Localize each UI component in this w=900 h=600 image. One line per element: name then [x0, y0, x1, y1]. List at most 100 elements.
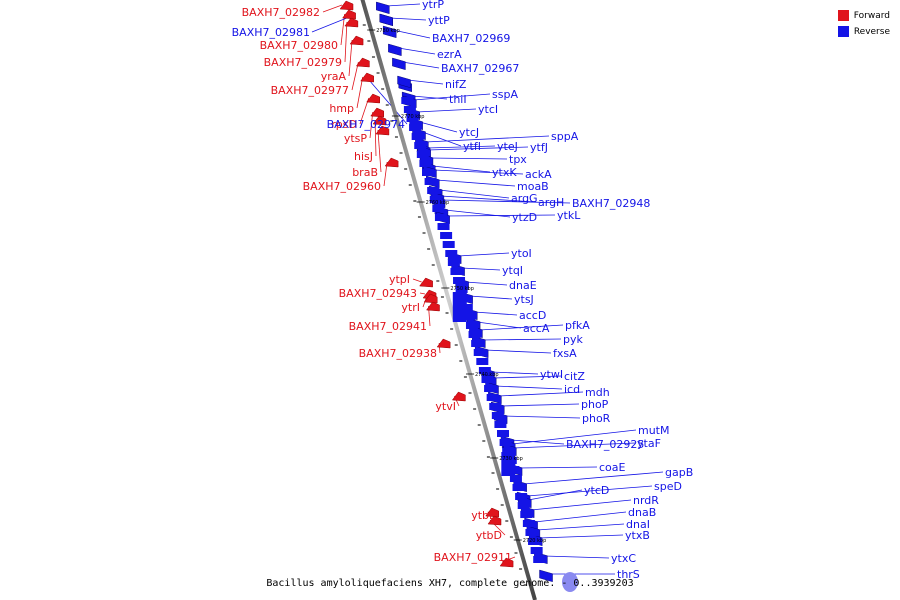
leader-line — [416, 108, 477, 113]
legend-forward: Forward — [837, 10, 890, 21]
gene-label-baxh7-02941: BAXH7_02941 — [349, 320, 427, 333]
reverse-gene — [522, 520, 535, 527]
leader-line — [374, 119, 377, 157]
forward-gene — [344, 17, 359, 28]
reverse-gene — [392, 57, 406, 70]
reverse-gene — [533, 556, 546, 563]
gene-label-baxh7-02911: BAXH7_02911 — [434, 551, 512, 564]
gene-label-sspa: sspA — [492, 88, 518, 101]
leader-line — [344, 21, 348, 63]
leader-line — [393, 29, 431, 39]
leader-line — [436, 179, 516, 187]
gene-label-hisj: hisJ — [354, 150, 373, 163]
gene-label-ytci: ytcI — [478, 103, 498, 116]
gene-label-baxh7-02967: BAXH7_02967 — [441, 62, 519, 75]
reverse-gene — [442, 241, 455, 248]
reverse-gene — [497, 430, 510, 437]
forward-gene — [426, 301, 440, 312]
gene-label-ytvi: ytvI — [435, 400, 456, 413]
gene-label-ytkl: ytkL — [557, 209, 581, 222]
reverse-gene — [432, 205, 445, 212]
genome-backbone — [360, 0, 537, 600]
gene-label-thrs: thrS — [617, 568, 640, 581]
leader-line — [446, 214, 556, 217]
leader-line — [402, 61, 440, 69]
reverse-gene — [429, 196, 442, 203]
gene-label-ytpi: ytpI — [389, 273, 410, 286]
forward-gene — [436, 338, 451, 349]
leader-line — [531, 499, 632, 511]
gene-label-yttp: yttP — [428, 14, 450, 27]
reverse-gene — [494, 421, 507, 428]
gene-label-ytsp: ytsP — [344, 132, 368, 145]
reverse-gene — [465, 322, 478, 329]
leader-line — [493, 375, 563, 379]
gene-label-argg: argG — [511, 192, 538, 205]
gene-label-ytwi: ytwI — [540, 368, 563, 381]
gene-label-fxsa: fxsA — [553, 347, 577, 360]
legend-forward-label: Forward — [853, 10, 890, 21]
gene-label-icd: icd — [564, 383, 580, 396]
forward-gene — [360, 72, 374, 83]
gene-label-nrdr: nrdR — [633, 494, 659, 507]
reverse-gene — [453, 277, 466, 284]
gene-label-ytej: yteJ — [497, 140, 518, 153]
gene-label-brab: braB — [352, 166, 378, 179]
reverse-gene — [476, 358, 489, 365]
gene-label-ytsj: ytsJ — [514, 293, 534, 306]
reverse-gene — [447, 259, 460, 266]
leader-line — [348, 39, 353, 77]
gene-label-ytri: ytrI — [401, 301, 420, 314]
gene-label-accd: accD — [519, 309, 546, 322]
leader-line — [419, 121, 458, 133]
leader-line — [498, 391, 584, 397]
gene-label-mdh: mdh — [585, 386, 610, 399]
gene-label-ytcj: ytcJ — [459, 126, 479, 139]
gene-label-argh: argH — [538, 196, 564, 209]
leader-line — [528, 489, 583, 501]
reverse-gene — [414, 142, 427, 149]
reverse-gene — [562, 572, 578, 592]
gene-label-ytcd: ytcD — [584, 484, 609, 497]
reverse-gene — [440, 232, 453, 239]
reverse-gene — [502, 448, 515, 455]
gene-label-baxh7-02938: BAXH7_02938 — [359, 347, 437, 360]
leader-line — [439, 189, 510, 199]
reverse-gene — [455, 286, 468, 293]
gene-label-nifz: nifZ — [445, 78, 467, 91]
leader-line — [504, 415, 581, 419]
reverse-gene — [484, 385, 497, 392]
reverse-gene — [539, 569, 553, 582]
reverse-gene — [382, 25, 397, 38]
forward-gene — [366, 93, 380, 104]
leader-line — [469, 295, 513, 300]
reverse-gene — [463, 313, 476, 320]
reverse-gene — [397, 75, 411, 88]
reverse-gene — [403, 106, 416, 113]
leader-line — [501, 403, 580, 407]
reverse-gene — [406, 115, 419, 122]
reverse-swatch — [837, 26, 849, 37]
reverse-gene — [468, 331, 481, 338]
gene-label-ytxk: ytxK — [492, 166, 517, 179]
gene-label-baxh7-02969: BAXH7_02969 — [432, 32, 510, 45]
gene-label-thii: thiI — [449, 93, 467, 106]
leader-line — [412, 278, 422, 283]
reverse-gene — [424, 178, 437, 185]
gene-label-ytxb: ytxB — [625, 529, 650, 542]
legend-reverse: Reverse — [837, 26, 890, 37]
gene-label-baxh7-02980: BAXH7_02980 — [260, 39, 338, 52]
gene-label-ytbd: ytbD — [476, 529, 502, 542]
reverse-gene — [481, 376, 494, 383]
leader-line — [474, 311, 518, 316]
forward-gene — [451, 391, 466, 402]
gene-label-acka: ackA — [525, 168, 552, 181]
gene-label-phor: phoR — [582, 412, 611, 425]
leader-line — [386, 3, 421, 7]
leader-line — [527, 485, 653, 497]
leader-line — [351, 61, 359, 91]
gene-label-ytfj: ytfJ — [530, 141, 548, 154]
leader-line — [322, 4, 343, 13]
gene-label-baxh7-02974: BAXH7_02974 — [327, 118, 405, 131]
leader-line — [485, 349, 552, 354]
